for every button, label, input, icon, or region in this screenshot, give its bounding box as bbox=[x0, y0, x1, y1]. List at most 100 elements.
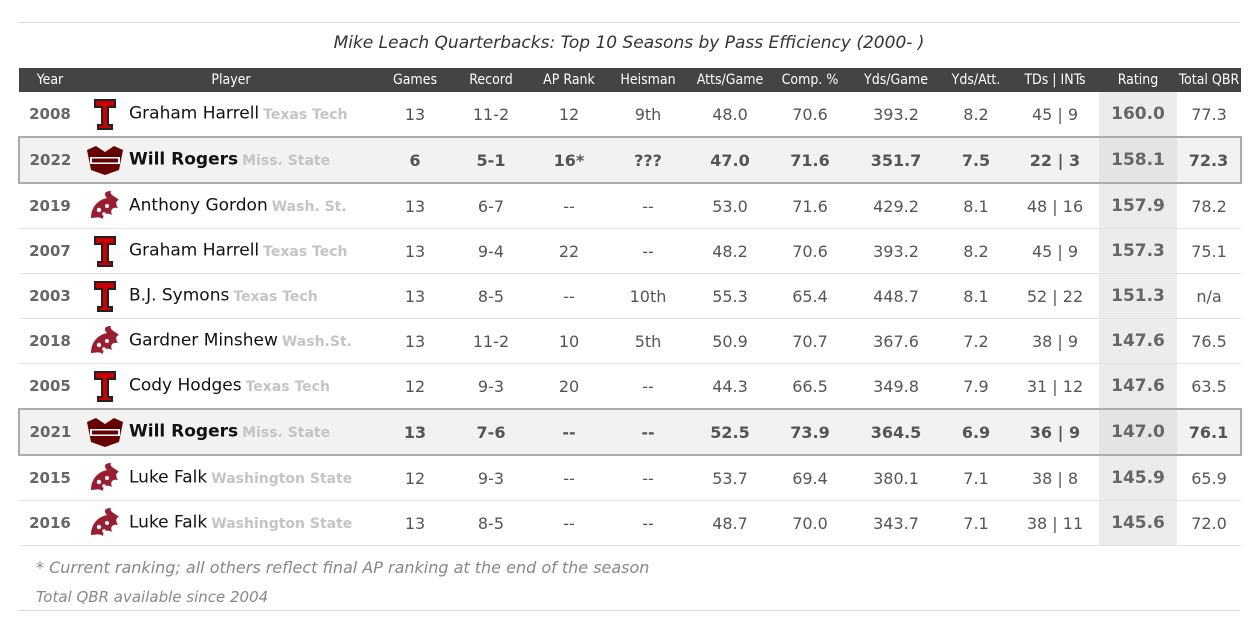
yds-att-cell: 7.2 bbox=[941, 318, 1011, 364]
year-cell: 2015 bbox=[19, 455, 81, 501]
games-cell: 12 bbox=[381, 455, 449, 501]
player-cell: Graham Harrell Texas Tech bbox=[81, 228, 381, 274]
wash-state-logo bbox=[91, 508, 119, 536]
texas-tech-logo bbox=[94, 236, 116, 267]
record-cell: 11-2 bbox=[449, 318, 533, 364]
yds-game-cell: 448.7 bbox=[851, 273, 941, 319]
ap-rank-cell: -- bbox=[533, 455, 605, 501]
player-logo-wrap bbox=[81, 188, 129, 224]
atts-game-cell: 55.3 bbox=[691, 273, 769, 319]
year-cell: 2003 bbox=[19, 273, 81, 319]
atts-game-cell: 44.3 bbox=[691, 363, 769, 410]
record-cell: 9-3 bbox=[449, 363, 533, 410]
heisman-cell: -- bbox=[605, 363, 691, 410]
col-header-comp-pct: Comp. % bbox=[769, 68, 851, 92]
col-header-atts-game: Atts/Game bbox=[691, 68, 769, 92]
table-row: 2007 Graham Harrell Texas Tech 13 9-4 22 -- 48.… bbox=[19, 228, 1241, 274]
table-row: 2015 Luke Falk Washington State 12 9-3 -- -- 53… bbox=[19, 455, 1241, 501]
comp-pct-cell: 66.5 bbox=[769, 363, 851, 410]
player-cell: Graham Harrell Texas Tech bbox=[81, 92, 381, 138]
school-name: Washington State bbox=[211, 515, 353, 532]
heisman-cell: 9th bbox=[605, 92, 691, 138]
comp-pct-cell: 70.0 bbox=[769, 500, 851, 546]
qb-table: Year Player Games Record AP Rank Heisman… bbox=[18, 68, 1242, 546]
table-row: 2003 B.J. Symons Texas Tech 13 8-5 -- 10th 55.3… bbox=[19, 273, 1241, 319]
games-cell: 12 bbox=[381, 363, 449, 410]
school-name: Texas Tech bbox=[245, 378, 330, 395]
total-qbr-cell: 78.2 bbox=[1177, 183, 1241, 229]
yds-att-cell: 8.2 bbox=[941, 228, 1011, 274]
player-name: Anthony Gordon bbox=[129, 195, 268, 216]
comp-pct-cell: 73.9 bbox=[769, 408, 851, 456]
heisman-cell: -- bbox=[605, 228, 691, 274]
player-cell: Luke Falk Washington State bbox=[81, 455, 381, 501]
player-name: Luke Falk bbox=[129, 512, 208, 533]
table-row: 2019 Anthony Gordon Wash. St. 13 6-7 -- -- 53.0… bbox=[19, 183, 1241, 229]
games-cell: 13 bbox=[381, 183, 449, 229]
yds-game-cell: 393.2 bbox=[851, 92, 941, 138]
player-cell: Gardner Minshew Wash.St. bbox=[81, 318, 381, 364]
school-name: Miss. State bbox=[242, 152, 331, 169]
col-header-tds-ints: TDs | INTs bbox=[1011, 68, 1099, 92]
total-qbr-cell: 76.1 bbox=[1177, 408, 1242, 456]
total-qbr-cell: 72.3 bbox=[1177, 136, 1242, 184]
school-name: Miss. State bbox=[242, 424, 331, 441]
ap-rank-cell: -- bbox=[533, 408, 605, 456]
yds-game-cell: 380.1 bbox=[851, 455, 941, 501]
col-header-ap-rank: AP Rank bbox=[533, 68, 605, 92]
yds-game-cell: 393.2 bbox=[851, 228, 941, 274]
atts-game-cell: 53.7 bbox=[691, 455, 769, 501]
footnote-ranking: * Current ranking; all others reflect fi… bbox=[36, 558, 650, 577]
games-cell: 13 bbox=[381, 500, 449, 546]
texas-tech-logo bbox=[94, 99, 116, 130]
comp-pct-cell: 70.7 bbox=[769, 318, 851, 364]
yds-game-cell: 351.7 bbox=[851, 136, 941, 184]
yds-game-cell: 349.8 bbox=[851, 363, 941, 410]
year-cell: 2016 bbox=[19, 500, 81, 546]
record-cell: 11-2 bbox=[449, 92, 533, 138]
yds-game-cell: 364.5 bbox=[851, 408, 941, 456]
tds-ints-cell: 36 | 9 bbox=[1011, 408, 1099, 456]
school-name: Texas Tech bbox=[263, 243, 348, 260]
year-cell: 2005 bbox=[19, 363, 81, 410]
heisman-cell: -- bbox=[605, 455, 691, 501]
tds-ints-cell: 48 | 16 bbox=[1011, 183, 1099, 229]
atts-game-cell: 48.0 bbox=[691, 92, 769, 138]
year-cell: 2007 bbox=[19, 228, 81, 274]
player-cell: Luke Falk Washington State bbox=[81, 500, 381, 546]
ap-rank-cell: -- bbox=[533, 273, 605, 319]
player-logo-wrap bbox=[81, 368, 129, 404]
texas-tech-logo bbox=[94, 371, 116, 402]
player-cell: Will Rogers Miss. State bbox=[81, 136, 381, 184]
col-header-yds-att: Yds/Att. bbox=[941, 68, 1011, 92]
table-row: 2018 Gardner Minshew Wash.St. 13 11-2 10 5th 50… bbox=[19, 318, 1241, 364]
player-logo-wrap bbox=[81, 278, 129, 314]
rating-cell: 147.6 bbox=[1099, 318, 1177, 364]
comp-pct-cell: 71.6 bbox=[769, 183, 851, 229]
miss-state-logo bbox=[87, 146, 123, 175]
tds-ints-cell: 38 | 9 bbox=[1011, 318, 1099, 364]
table-body: 2008 Graham Harrell Texas Tech 13 11-2 12 9th 4… bbox=[18, 92, 1242, 546]
rating-cell: 147.6 bbox=[1099, 363, 1177, 410]
yds-att-cell: 8.1 bbox=[941, 183, 1011, 229]
tds-ints-cell: 38 | 11 bbox=[1011, 500, 1099, 546]
ap-rank-cell: 16* bbox=[533, 136, 605, 184]
player-logo-wrap bbox=[81, 142, 129, 178]
header-row: Year Player Games Record AP Rank Heisman… bbox=[19, 68, 1241, 92]
wash-state-logo bbox=[91, 463, 119, 491]
player-logo-wrap bbox=[81, 323, 129, 359]
yds-att-cell: 7.5 bbox=[941, 136, 1011, 184]
col-header-heisman: Heisman bbox=[605, 68, 691, 92]
texas-tech-logo bbox=[94, 281, 116, 312]
rating-cell: 158.1 bbox=[1099, 136, 1177, 184]
player-name: Luke Falk bbox=[129, 467, 208, 488]
table-row-highlighted: 2022 Will Rogers Miss. State 6 5-1 16*??? 47.0… bbox=[18, 136, 1242, 184]
tds-ints-cell: 45 | 9 bbox=[1011, 92, 1099, 138]
tds-ints-cell: 31 | 12 bbox=[1011, 363, 1099, 410]
heisman-cell: -- bbox=[605, 183, 691, 229]
games-cell: 13 bbox=[381, 92, 449, 138]
ap-rank-cell: 12 bbox=[533, 92, 605, 138]
comp-pct-cell: 70.6 bbox=[769, 92, 851, 138]
total-qbr-cell: 77.3 bbox=[1177, 92, 1241, 138]
record-cell: 6-7 bbox=[449, 183, 533, 229]
